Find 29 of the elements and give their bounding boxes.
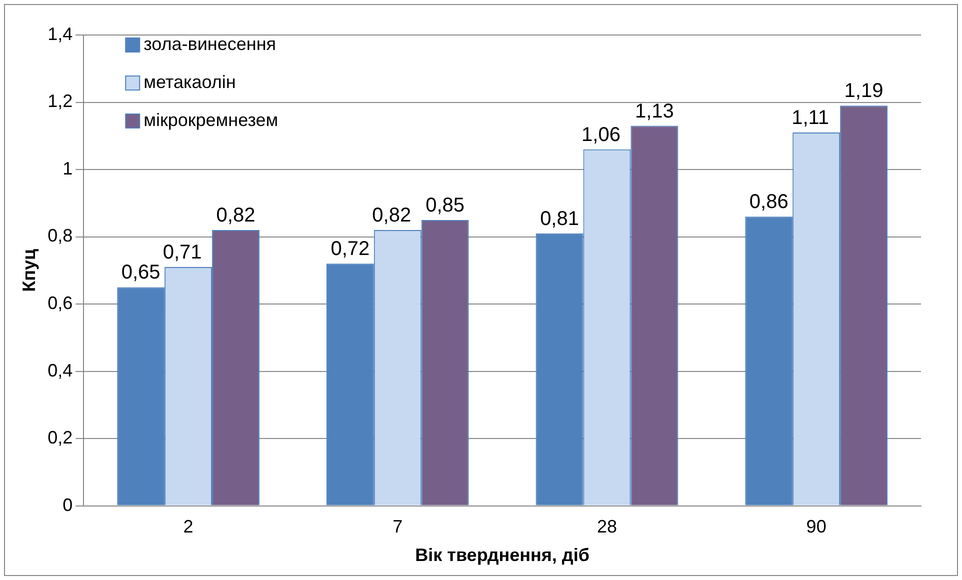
data-label: 0,71 <box>162 242 202 264</box>
data-label: 0,72 <box>330 238 370 260</box>
y-tick-label: 0,8 <box>48 226 73 246</box>
data-label: 0,86 <box>749 191 788 214</box>
x-tick-label: 28 <box>596 516 617 537</box>
y-tick-label: 0 <box>62 494 73 515</box>
legend-label: мікрокремнезем <box>144 110 278 130</box>
legend-label: зола-винесення <box>144 34 276 54</box>
x-tick-label: 7 <box>392 516 403 537</box>
y-tick-label: 1,4 <box>48 24 73 44</box>
data-label: 1,19 <box>844 80 884 102</box>
data-label: 1,11 <box>792 107 830 130</box>
data-label: 1,06 <box>582 124 620 146</box>
data-label: 1,13 <box>634 100 674 122</box>
y-tick-label: 0,4 <box>48 360 73 380</box>
y-tick-label: 0,6 <box>48 292 73 313</box>
data-label: 0,82 <box>216 204 256 227</box>
y-tick-label: 1,2 <box>48 91 73 112</box>
legend-label: метакаолін <box>144 72 236 92</box>
y-axis-title: Кпуц <box>18 248 39 292</box>
data-label: 0,65 <box>121 262 160 284</box>
data-label: 0,81 <box>540 208 579 230</box>
data-label: 0,85 <box>426 194 465 216</box>
x-tick-label: 2 <box>183 516 194 537</box>
y-tick-label: 1 <box>62 158 73 178</box>
x-tick-label: 90 <box>806 516 826 537</box>
y-tick-label: 0,2 <box>48 428 73 448</box>
data-label: 0,82 <box>372 204 412 227</box>
x-axis-title: Вік тверднення, діб <box>415 545 590 566</box>
